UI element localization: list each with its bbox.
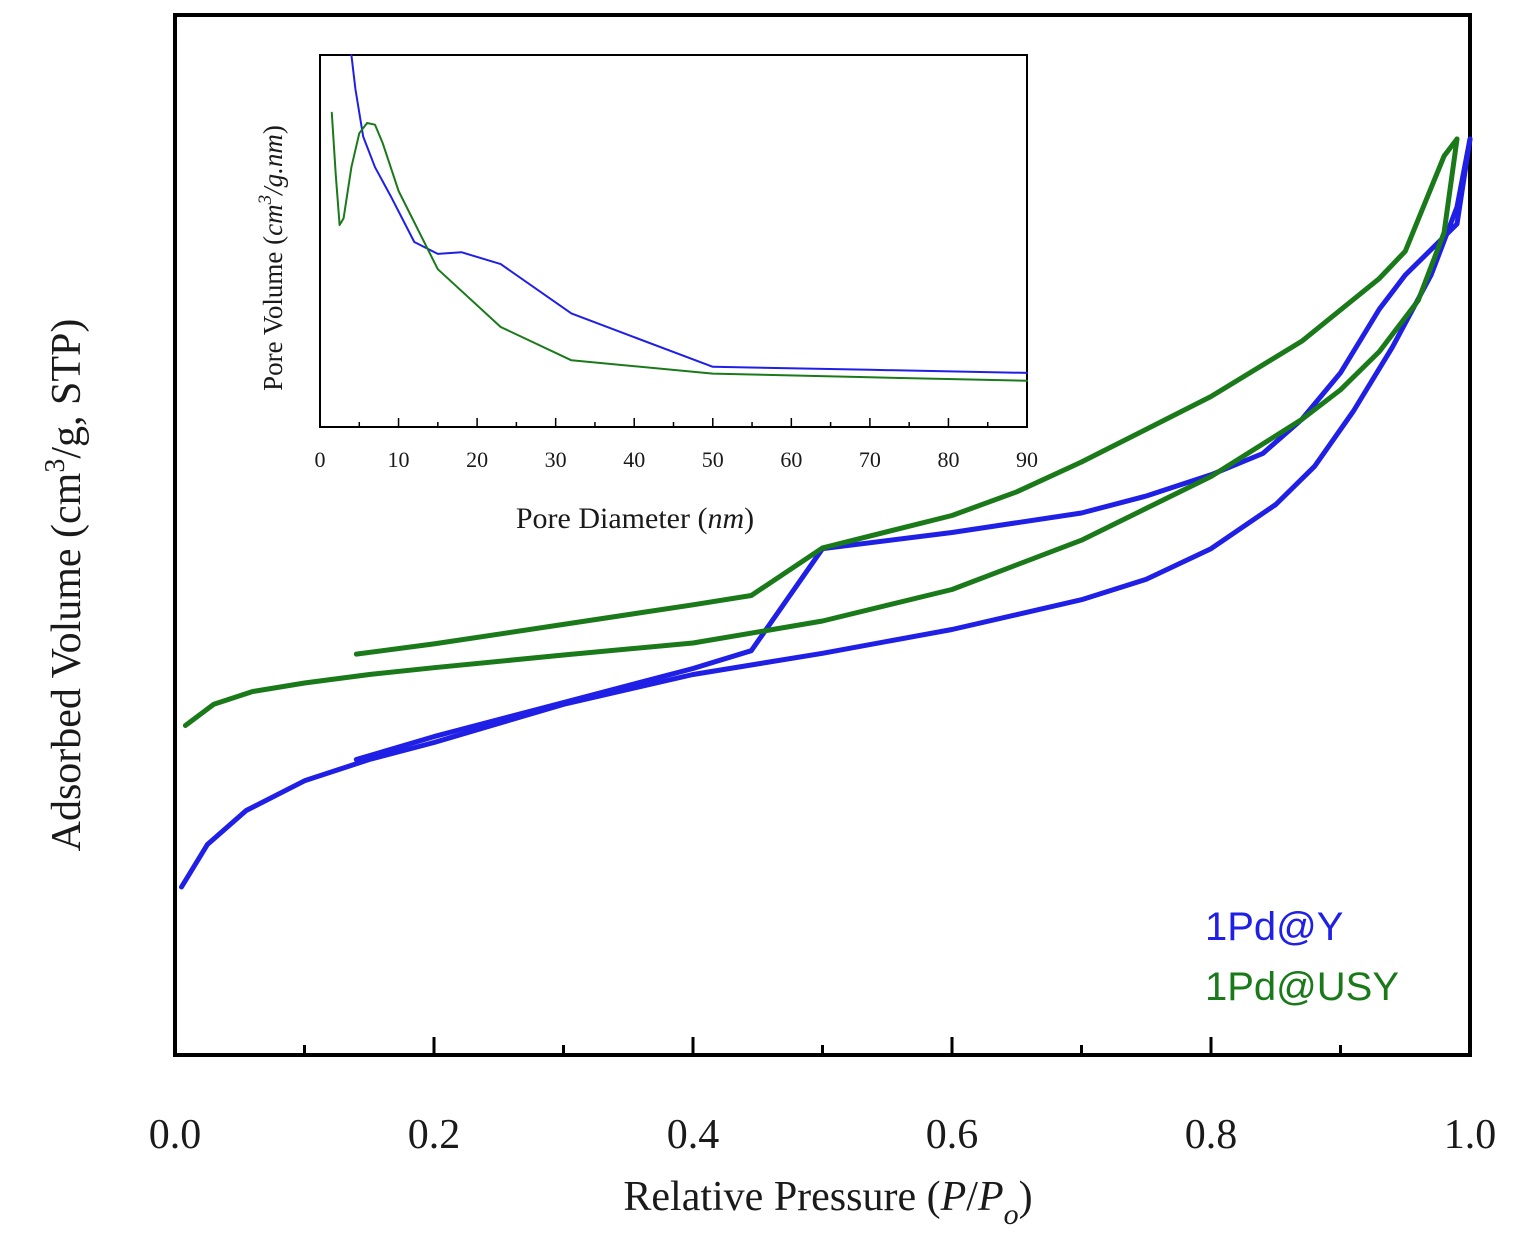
main-series-1pd-y-adsorption	[179, 136, 1473, 890]
main-x-tick-label: 1.0	[1444, 1112, 1497, 1158]
main-series-1pd-usy-desorption	[353, 136, 1460, 657]
inset-x-tick-label: 0	[315, 447, 326, 472]
inset-series-1pd-usy	[330, 111, 1028, 382]
inset-series-lines	[330, 54, 1028, 382]
inset-x-tick-label: 70	[859, 447, 881, 472]
inset-series-1pd-y	[350, 54, 1028, 374]
main-x-axis-label: Relative Pressure (P/Po)	[623, 1174, 1032, 1231]
inset-x-tick-labels: 0 10 20 30 40 50 60 70 80 90	[315, 447, 1039, 472]
main-x-tick-label: 0.6	[926, 1112, 979, 1158]
main-y-axis-label: Adsorbed Volume (cm3/g, STP)	[40, 319, 90, 852]
inset-x-tick-label: 50	[702, 447, 724, 472]
main-series-1pd-y-desorption	[353, 136, 1473, 762]
main-legend: 1Pd@Y 1Pd@USY	[1205, 905, 1399, 1009]
inset-chart: 0 10 20 30 40 50 60 70 80 90 Pore Diameter (nm) P…	[255, 54, 1039, 535]
main-x-ticks	[173, 1037, 1472, 1055]
inset-x-tick-label: 40	[623, 447, 645, 472]
main-series-1pd-usy-adsorption	[182, 136, 1460, 728]
inset-x-tick-label: 80	[937, 447, 959, 472]
inset-x-tick-label: 90	[1016, 447, 1038, 472]
inset-x-ticks	[319, 418, 1028, 427]
legend-entry-1pd-y: 1Pd@Y	[1205, 905, 1343, 949]
inset-x-axis-label: Pore Diameter (nm)	[516, 502, 754, 535]
main-series-lines	[179, 136, 1473, 890]
main-x-tick-labels: 0.0 0.2 0.4 0.6 0.8 1.0	[149, 1112, 1497, 1158]
main-x-tick-label: 0.0	[149, 1112, 202, 1158]
main-x-tick-label: 0.2	[408, 1112, 461, 1158]
inset-x-tick-label: 30	[545, 447, 567, 472]
inset-x-tick-label: 10	[388, 447, 410, 472]
inset-x-tick-label: 20	[466, 447, 488, 472]
inset-y-axis-label: Pore Volume (cm3/g.nm)	[255, 125, 288, 391]
main-x-tick-label: 0.8	[1185, 1112, 1238, 1158]
legend-entry-1pd-usy: 1Pd@USY	[1205, 965, 1399, 1009]
inset-x-tick-label: 60	[780, 447, 802, 472]
main-chart: 0.0 0.2 0.4 0.6 0.8 1.0 Relative Pressure (P/…	[40, 13, 1497, 1231]
main-x-tick-label: 0.4	[667, 1112, 720, 1158]
